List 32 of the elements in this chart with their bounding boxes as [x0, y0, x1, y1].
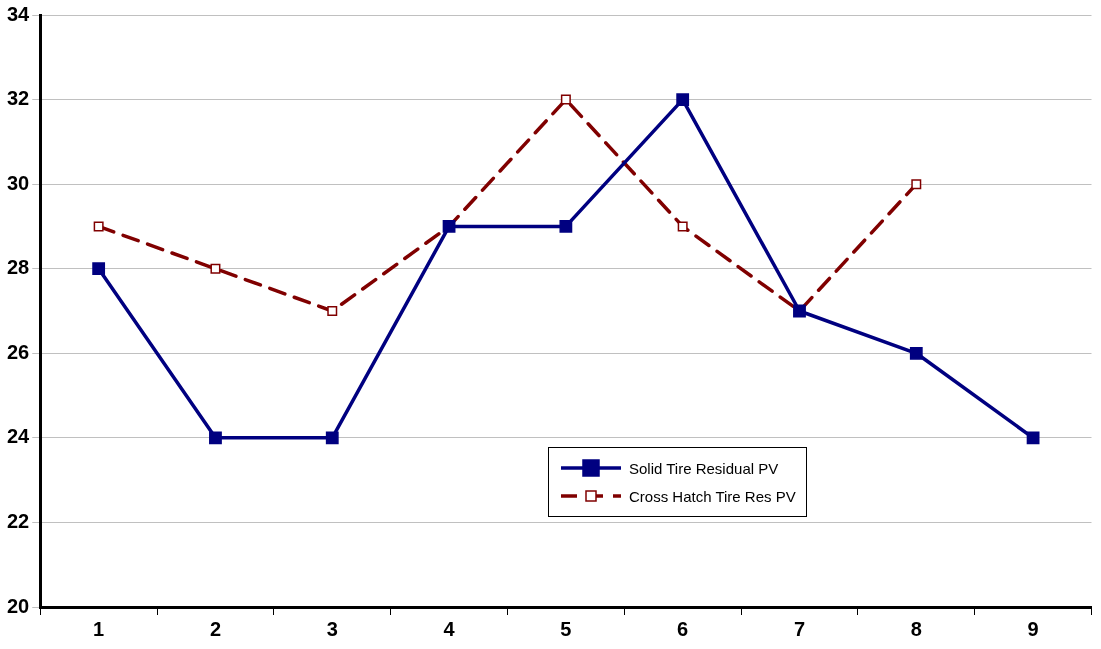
x-tick-label: 3 — [326, 617, 338, 640]
point — [327, 306, 338, 316]
y-tick-label: 28 — [7, 256, 30, 279]
x-tick-label: 1 — [93, 617, 105, 640]
legend-label: Cross Hatch Tire Res PV — [629, 487, 796, 505]
point — [909, 346, 923, 360]
point — [559, 220, 573, 233]
x-tick-label: 5 — [560, 617, 572, 640]
legend-label: Solid Tire Residual PV — [629, 459, 779, 477]
point — [677, 221, 688, 232]
x-tick-label: 6 — [677, 617, 689, 640]
x-tick-label: 8 — [910, 617, 922, 640]
point — [93, 221, 104, 232]
x-tick-label: 9 — [1027, 617, 1039, 640]
point — [1026, 431, 1040, 445]
point — [676, 93, 690, 106]
y-tick-label: 24 — [7, 425, 31, 448]
y-tick-label: 30 — [7, 171, 30, 194]
x-tick-label: 4 — [443, 617, 456, 640]
point — [560, 94, 571, 105]
point — [209, 431, 222, 445]
x-tick-label: 2 — [209, 617, 222, 640]
y-tick-label: 22 — [7, 509, 30, 532]
y-tick-label: 20 — [7, 594, 30, 617]
point — [210, 263, 221, 274]
y-tick-label: 26 — [7, 340, 30, 363]
point — [911, 179, 922, 190]
point — [325, 431, 339, 445]
point — [92, 262, 106, 276]
y-tick-label: 32 — [7, 87, 30, 110]
y-tick-label: 34 — [7, 2, 31, 25]
x-tick-label: 7 — [793, 617, 806, 640]
